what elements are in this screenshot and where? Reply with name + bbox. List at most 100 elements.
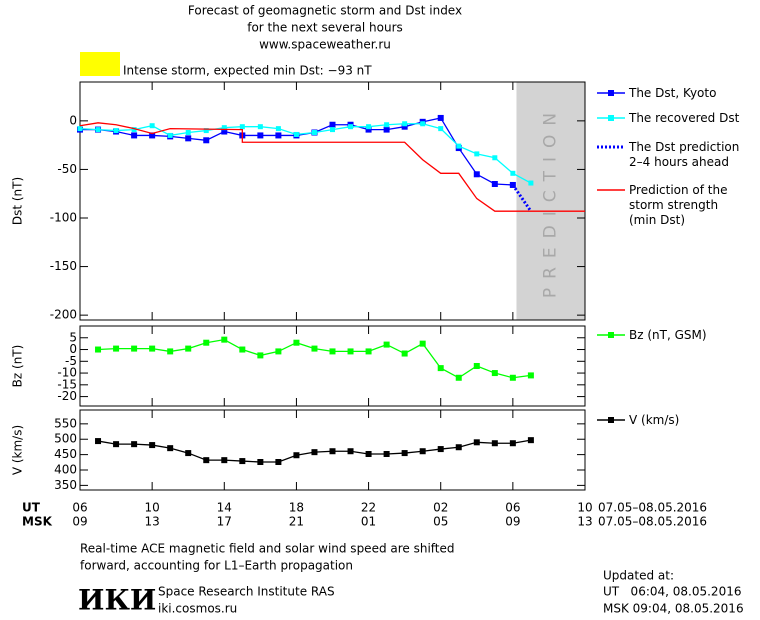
x-tick-label: 06 (505, 501, 520, 515)
legend-swatch (608, 332, 614, 338)
x-axis-dates: 07.05–08.05.2016 (598, 515, 707, 529)
data-point (221, 125, 227, 131)
data-point (203, 128, 209, 134)
data-point (239, 458, 246, 465)
data-point (149, 442, 156, 449)
series-line (79, 122, 585, 212)
legend-entry: The Dst prediction 2–4 hours ahead (629, 140, 740, 169)
data-point (347, 448, 354, 455)
data-point (167, 348, 174, 355)
data-point (365, 348, 372, 355)
institute: Space Research Institute RAS (158, 585, 335, 599)
logo: ИКИ (78, 584, 156, 617)
data-point (348, 124, 354, 130)
data-point (239, 346, 246, 353)
data-point (113, 441, 120, 448)
data-point (275, 132, 282, 139)
prediction-label: PREDICTION (541, 104, 561, 298)
x-tick-label: 13 (145, 515, 160, 529)
prediction-zone (516, 82, 585, 320)
data-point (131, 127, 137, 133)
data-point (185, 345, 192, 352)
plot-frame (79, 325, 586, 407)
plot-frame (79, 81, 586, 321)
legend-entry: The Dst, Kyoto (629, 86, 717, 100)
data-point (383, 451, 390, 457)
x-axis-dates: 07.05–08.05.2016 (598, 501, 707, 515)
x-tick-label: 22 (361, 501, 376, 515)
legend-swatch (608, 90, 614, 96)
series-line (80, 117, 513, 186)
data-point (491, 370, 498, 377)
data-point (221, 457, 228, 464)
series-line (511, 184, 533, 213)
data-point (491, 440, 498, 447)
data-point (455, 444, 462, 451)
legend-swatch (608, 417, 614, 423)
data-point (437, 365, 444, 372)
data-point (239, 124, 245, 130)
data-point (275, 126, 281, 132)
data-point (437, 446, 444, 453)
x-tick-label: 02 (433, 501, 448, 515)
data-point (221, 336, 228, 343)
y-tick-label: 0 (69, 113, 77, 127)
x-tick-label: 10 (145, 501, 160, 515)
series-line (79, 123, 532, 184)
updated-title: Updated at: (603, 569, 674, 583)
data-point (185, 130, 191, 136)
data-point (185, 135, 192, 142)
data-point (77, 126, 83, 132)
data-point (366, 124, 372, 130)
data-point (473, 171, 480, 178)
y-tick-label: 500 (54, 432, 77, 446)
data-point (311, 449, 318, 456)
data-point (95, 346, 102, 353)
data-point (185, 450, 192, 457)
x-tick-label: 05 (433, 515, 448, 529)
y-tick-label: -200 (50, 308, 77, 322)
data-point (113, 128, 119, 134)
x-tick-label: 14 (217, 501, 232, 515)
y-tick-label: -5 (65, 354, 77, 368)
y-tick-label: 0 (69, 342, 77, 356)
data-point (401, 123, 408, 130)
legend-entry: V (km/s) (629, 413, 680, 427)
data-point (293, 452, 300, 459)
y-tick-label: -20 (57, 389, 77, 403)
data-point (383, 126, 390, 133)
data-point (383, 341, 390, 348)
legend-swatch (608, 115, 614, 121)
data-point (347, 348, 354, 355)
x-tick-label: 21 (289, 515, 304, 529)
data-point (257, 459, 264, 465)
y-tick-label: 550 (54, 416, 77, 430)
site: iki.cosmos.ru (158, 602, 237, 616)
data-point (528, 180, 534, 186)
x-tick-label: 13 (577, 515, 592, 529)
title-line: www.spaceweather.ru (259, 38, 391, 52)
note: Real-time ACE magnetic field and solar w… (80, 542, 455, 556)
data-point (527, 372, 534, 379)
data-point (330, 127, 335, 133)
data-point (311, 345, 318, 352)
data-point (221, 128, 228, 135)
x-tick-label: 01 (361, 515, 376, 529)
data-point (456, 143, 462, 149)
data-point (527, 437, 534, 444)
data-point (437, 114, 444, 121)
data-point (365, 451, 372, 457)
x-tick-label: 06 (72, 501, 87, 515)
data-point (491, 181, 498, 187)
y-tick-label: 5 (69, 330, 77, 344)
data-point (473, 439, 480, 446)
legend-entry: Prediction of the storm strength (min Ds… (629, 183, 728, 227)
y-axis-label: V (km/s) (11, 425, 25, 475)
x-axis-label: MSK (22, 515, 53, 529)
data-point (509, 374, 516, 381)
data-point (95, 127, 101, 133)
y-tick-label: 350 (54, 478, 77, 492)
data-point (510, 170, 516, 176)
